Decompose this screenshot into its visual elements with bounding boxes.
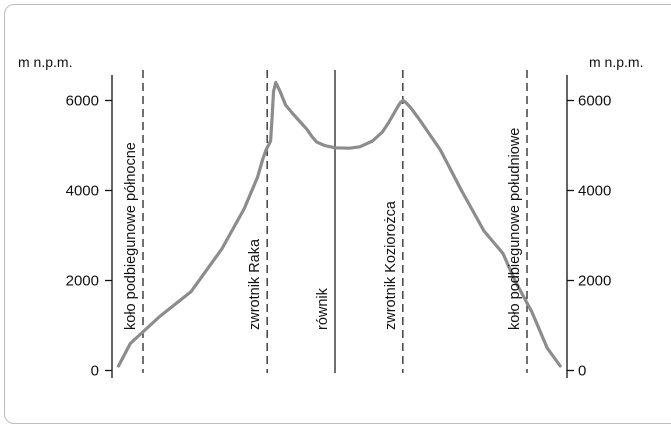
y-tick-label-left: 0: [91, 363, 99, 380]
labels: koło podbiegunowe północne zwrotnik Raka r…: [123, 128, 523, 330]
elevation-profile-chart: 0 0 2000 2000 4000 4000 6000 6000 m n.p.m. m n.p.…: [18, 54, 643, 380]
y-tick-label-right: 4000: [578, 183, 611, 200]
reference-line-label-2: zwrotnik Raka: [247, 238, 263, 330]
y-tick-label-left: 4000: [66, 183, 99, 200]
reference-line-label-3: równik: [315, 287, 331, 330]
y-tick-label-right: 2000: [578, 273, 611, 290]
elevation-line-1: [116, 80, 562, 368]
axes: 0 0 2000 2000 4000 4000 6000 6000 m n.p.m. m n.p.…: [18, 54, 643, 380]
y-tick-label-right: 0: [578, 363, 586, 380]
reference-line-label-4: zwrotnik Koziorożca: [383, 200, 399, 330]
y-unit-left: m n.p.m.: [18, 54, 72, 70]
reference-line-label-5: koło podbiegunowe południowe: [507, 128, 523, 330]
latitude-reference-lines: [142, 70, 528, 373]
y-unit-right: m n.p.m.: [589, 54, 643, 70]
y-tick-label-left: 2000: [66, 273, 99, 290]
elevation-series: [116, 80, 562, 368]
y-tick-label-right: 6000: [578, 93, 611, 110]
reference-line-label-1: koło podbiegunowe północne: [123, 142, 139, 330]
y-tick-label-left: 6000: [66, 93, 99, 110]
